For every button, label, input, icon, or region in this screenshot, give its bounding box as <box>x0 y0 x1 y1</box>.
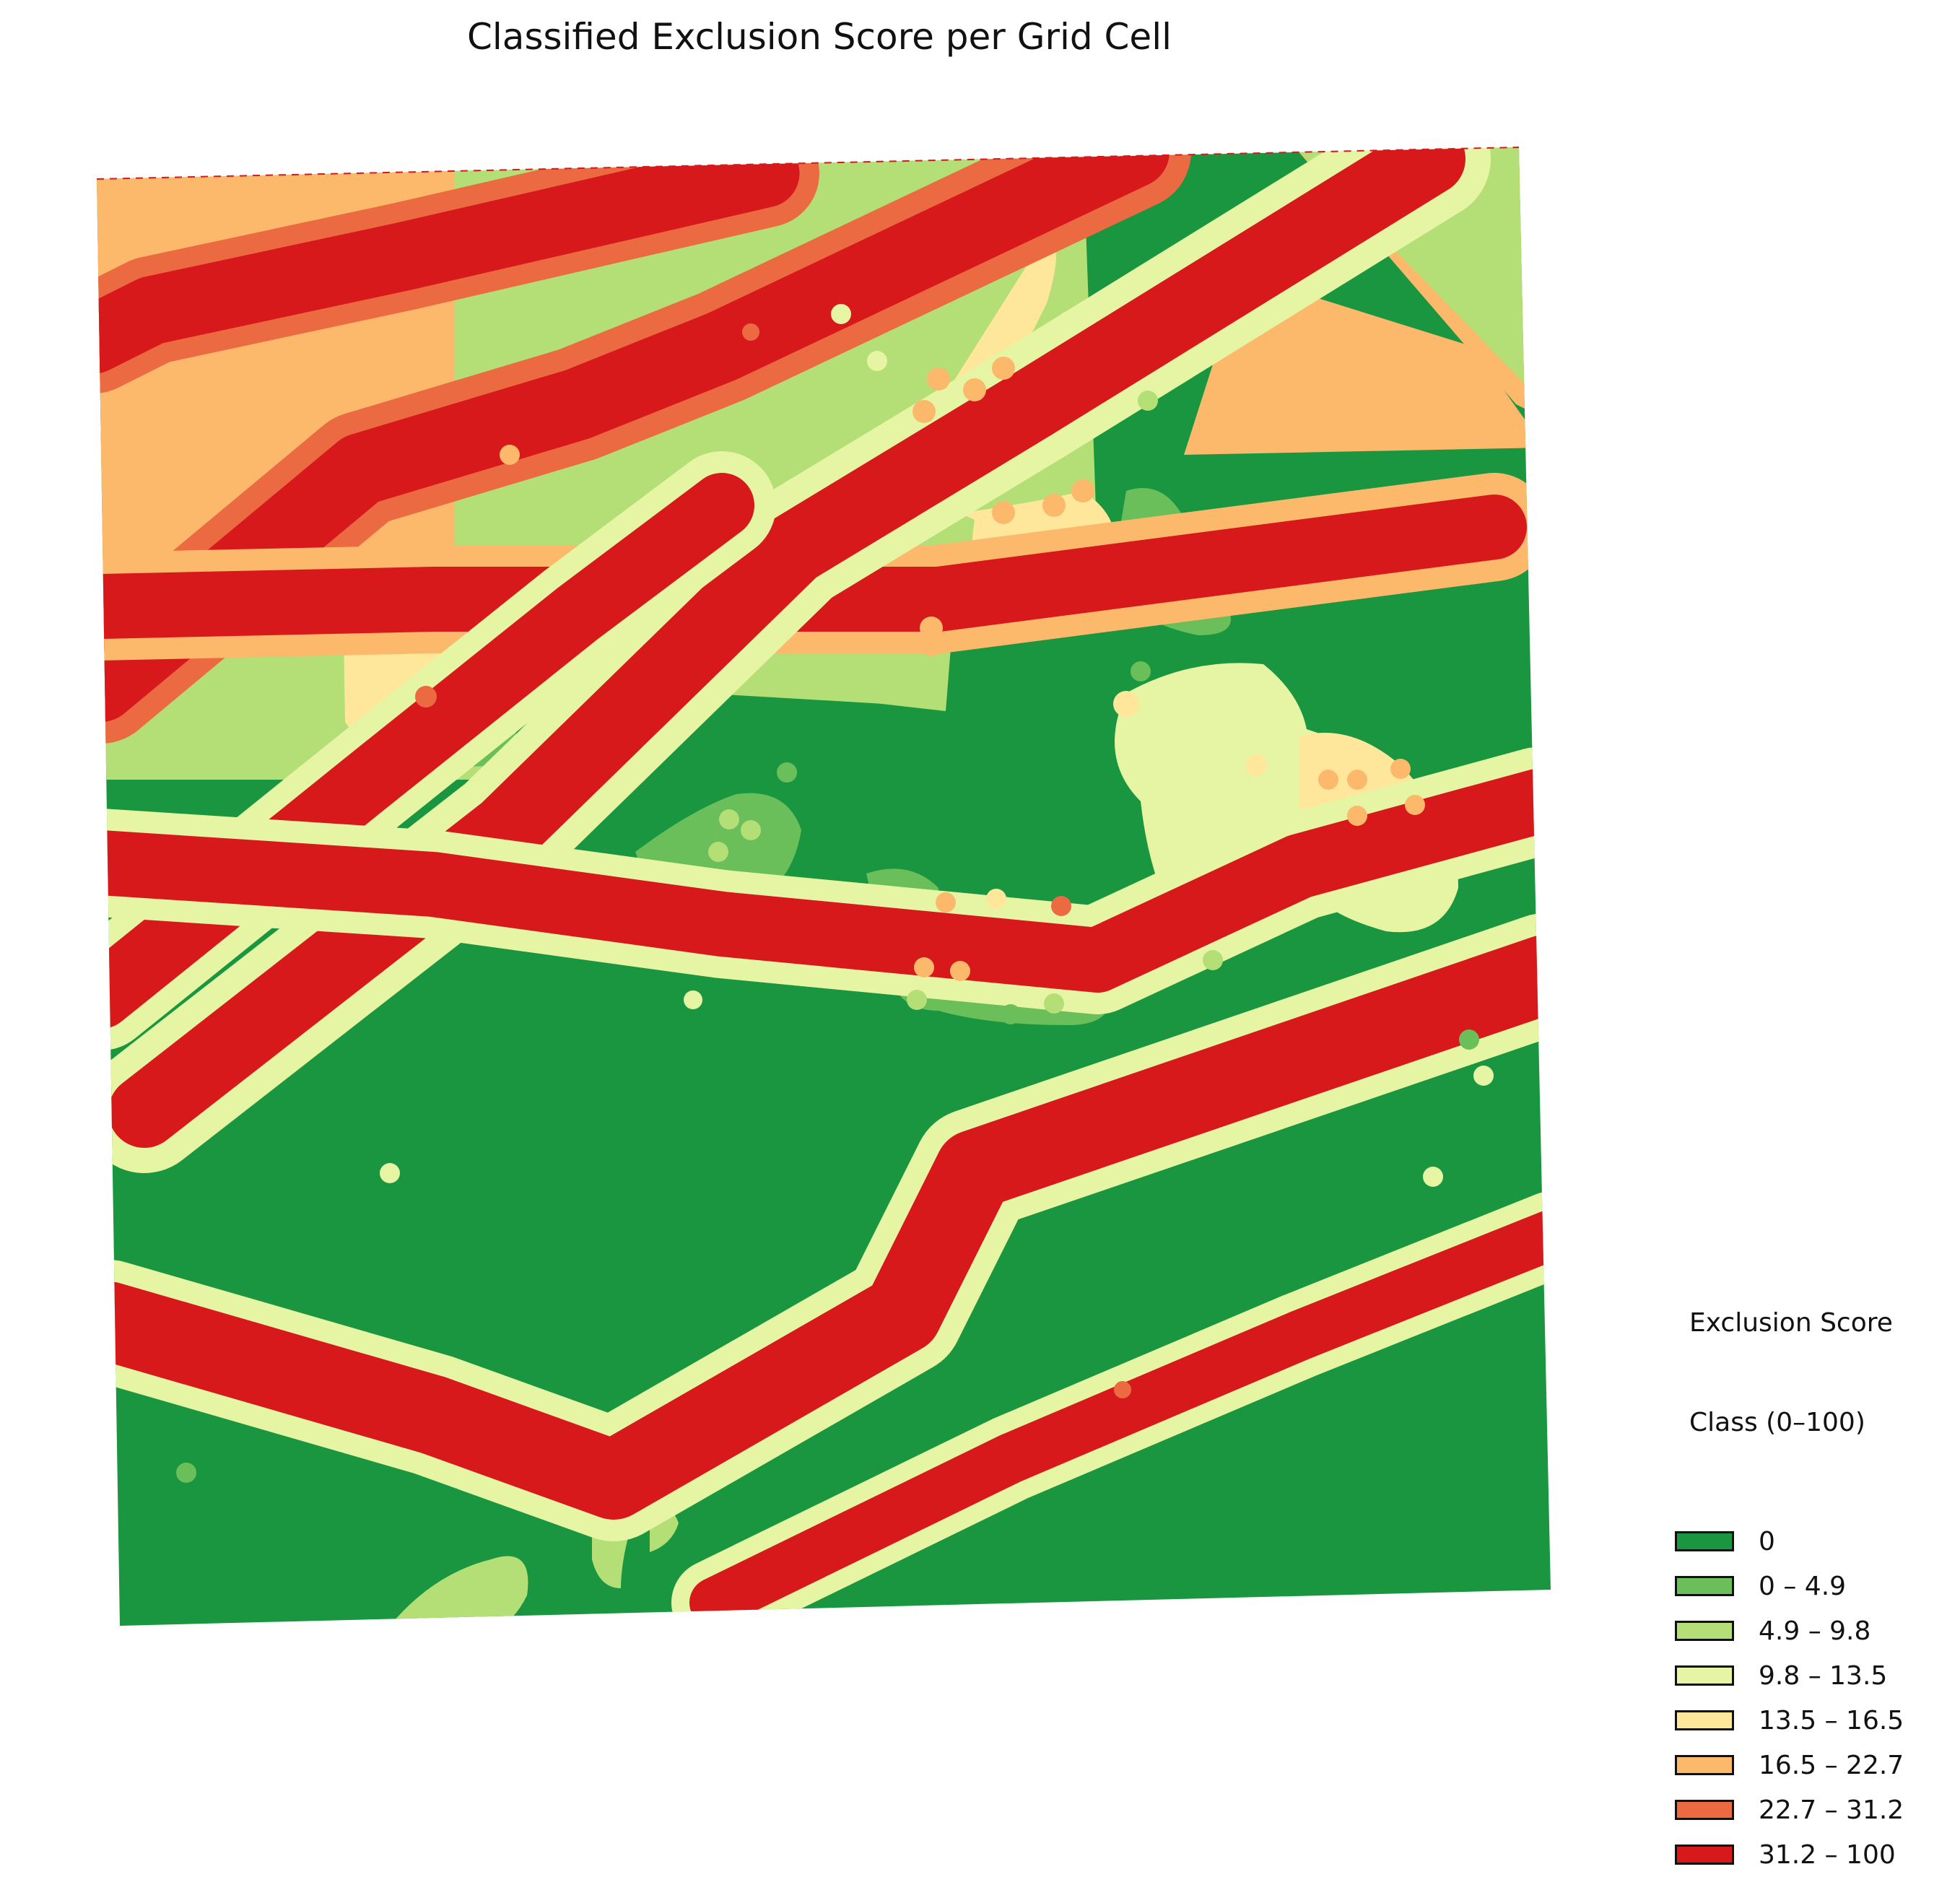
point-feature <box>415 686 437 707</box>
exclusion-score-map <box>96 147 1551 1626</box>
point-feature <box>950 961 970 981</box>
point-feature <box>927 367 950 391</box>
legend-item-class-3: 9.8 – 13.5 <box>1675 1653 1956 1698</box>
point-feature <box>1113 691 1139 717</box>
grid-top-edge <box>96 147 1520 180</box>
point-feature <box>1203 950 1223 970</box>
legend-swatch <box>1675 1576 1734 1596</box>
legend: Exclusion Score Class (0–100) 0 0 – 4.9 … <box>1675 1240 1956 1877</box>
legend-item-class-2: 4.9 – 9.8 <box>1675 1608 1956 1653</box>
point-feature <box>1390 759 1411 779</box>
legend-label: 0 – 4.9 <box>1759 1571 1847 1601</box>
point-feature <box>777 762 797 783</box>
point-feature <box>986 889 1006 909</box>
point-feature <box>914 957 934 977</box>
point-feature <box>719 809 739 829</box>
legend-item-class-0: 0 <box>1675 1519 1956 1564</box>
legend-title-line1: Exclusion Score <box>1689 1308 1893 1338</box>
point-feature <box>684 990 702 1009</box>
point-feature <box>1042 494 1066 517</box>
legend-label: 16.5 – 22.7 <box>1759 1750 1904 1780</box>
legend-label: 9.8 – 13.5 <box>1759 1660 1888 1691</box>
patch-south-west-light-green <box>390 1556 528 1626</box>
point-feature <box>1405 795 1425 815</box>
legend-label: 22.7 – 31.2 <box>1759 1795 1904 1825</box>
point-feature <box>936 892 956 913</box>
legend-swatch <box>1675 1755 1734 1775</box>
point-feature <box>992 501 1015 524</box>
point-feature <box>741 820 761 840</box>
legend-swatch <box>1675 1665 1734 1686</box>
legend-item-class-7: 31.2 – 100 <box>1675 1832 1956 1877</box>
point-feature <box>992 357 1015 380</box>
point-feature <box>1347 806 1367 826</box>
legend-item-class-1: 0 – 4.9 <box>1675 1564 1956 1608</box>
corridor-middle <box>97 769 1551 993</box>
point-feature <box>963 378 986 401</box>
legend-swatch <box>1675 1531 1734 1551</box>
point-feature <box>867 351 887 371</box>
point-feature <box>380 1163 400 1183</box>
point-feature <box>708 842 728 862</box>
legend-title: Exclusion Score Class (0–100) <box>1689 1240 1956 1506</box>
legend-swatch <box>1675 1621 1734 1641</box>
point-feature <box>1058 311 1079 331</box>
map-title: Classified Exclusion Score per Grid Cell <box>467 16 1172 58</box>
legend-swatch <box>1675 1710 1734 1730</box>
point-feature <box>921 636 941 656</box>
point-feature <box>831 304 851 324</box>
point-feature <box>1001 1004 1021 1024</box>
point-feature <box>1114 1381 1131 1398</box>
corridor-nw-1 <box>97 147 800 374</box>
point-features <box>176 304 1494 1483</box>
legend-item-class-4: 13.5 – 16.5 <box>1675 1698 1956 1743</box>
point-feature <box>742 323 759 341</box>
point-feature <box>1423 1167 1443 1187</box>
legend-swatch <box>1675 1800 1734 1820</box>
point-feature <box>1044 993 1064 1014</box>
point-feature <box>500 445 520 465</box>
point-feature <box>1459 1029 1479 1050</box>
legend-label: 4.9 – 9.8 <box>1759 1616 1871 1646</box>
corridor-nw-2 <box>97 147 1170 722</box>
point-feature <box>1071 479 1094 502</box>
legend-swatch <box>1675 1845 1734 1865</box>
point-feature <box>1347 770 1367 790</box>
point-feature <box>1138 391 1158 411</box>
point-feature <box>920 617 943 640</box>
point-feature <box>1318 770 1338 790</box>
legend-label: 31.2 – 100 <box>1759 1839 1896 1870</box>
legend-items: 0 0 – 4.9 4.9 – 9.8 9.8 – 13.5 13.5 – 16… <box>1675 1519 1956 1877</box>
legend-item-class-6: 22.7 – 31.2 <box>1675 1787 1956 1832</box>
point-feature <box>907 990 927 1010</box>
point-feature <box>1473 1066 1494 1086</box>
legend-label: 13.5 – 16.5 <box>1759 1705 1904 1736</box>
point-feature <box>1131 661 1151 681</box>
legend-label: 0 <box>1759 1526 1775 1556</box>
point-feature <box>1051 896 1071 916</box>
legend-title-line2: Class (0–100) <box>1689 1408 1865 1437</box>
corridor-south-east <box>689 1209 1551 1626</box>
legend-item-class-5: 16.5 – 22.7 <box>1675 1743 1956 1787</box>
corridor-south <box>97 935 1551 1520</box>
point-feature <box>1245 754 1267 776</box>
point-feature <box>176 1463 196 1483</box>
point-feature <box>913 400 936 423</box>
